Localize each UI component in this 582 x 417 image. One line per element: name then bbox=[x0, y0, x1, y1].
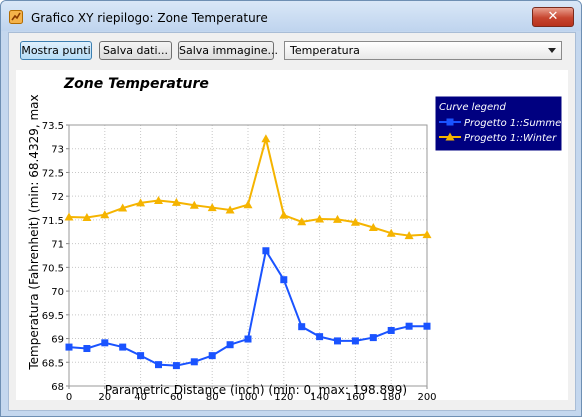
x-tick-label: 20 bbox=[98, 392, 111, 400]
data-point-winter bbox=[297, 217, 307, 226]
data-point-winter bbox=[350, 217, 360, 226]
data-point-summer bbox=[155, 361, 162, 369]
chart-axes: 0 20 40 60 80 100 120 140 160 180 200 68 68.5 69 69.5 7… bbox=[42, 121, 437, 403]
chart-panel: Zone Temperature 0 20 40 60 80 100 120 140 160 18… bbox=[16, 70, 568, 403]
x-tick-label: 60 bbox=[170, 392, 183, 400]
data-point-summer bbox=[172, 362, 180, 370]
data-point-winter bbox=[82, 213, 92, 222]
data-point-winter bbox=[422, 230, 432, 239]
data-point-winter bbox=[136, 198, 146, 207]
y-tick-label: 70 bbox=[51, 287, 64, 298]
close-icon: ✕ bbox=[547, 9, 559, 24]
chart-series bbox=[64, 134, 432, 370]
legend-entry-label: Progetto 1::Summer bbox=[464, 118, 566, 129]
zone-temperature-chart: Zone Temperature 0 20 40 60 80 100 120 140 160 18… bbox=[27, 76, 566, 403]
save-image-button[interactable]: Salva immagine... bbox=[178, 41, 278, 60]
x-tick-label: 180 bbox=[382, 392, 401, 400]
data-point-winter bbox=[243, 200, 253, 209]
y-tick-label: 73.5 bbox=[42, 121, 64, 132]
y-axis-label: Temperatura (Fahrenheit) (min: 68.4329, … bbox=[27, 94, 41, 370]
chevron-down-icon bbox=[548, 48, 556, 53]
x-tick-label: 160 bbox=[346, 392, 365, 400]
legend-marker bbox=[445, 132, 455, 141]
x-axis-label: Parametric Distance (inch) (min: 0, max:… bbox=[105, 383, 407, 397]
legend-marker bbox=[446, 118, 454, 126]
data-point-summer bbox=[119, 343, 127, 351]
y-tick-label: 70.5 bbox=[42, 263, 64, 274]
plot-area-border bbox=[68, 124, 428, 387]
x-tick-label: 120 bbox=[274, 392, 293, 400]
data-point-summer bbox=[65, 343, 73, 351]
data-point-winter bbox=[404, 231, 414, 240]
data-point-winter bbox=[207, 203, 217, 212]
data-point-winter bbox=[368, 223, 378, 232]
data-point-winter bbox=[154, 195, 163, 204]
x-tick-label: 100 bbox=[238, 392, 257, 400]
legend-title: Curve legend bbox=[439, 102, 506, 113]
save-data-button[interactable]: Salva dati... bbox=[99, 41, 172, 60]
data-point-summer bbox=[405, 322, 413, 330]
data-point-summer bbox=[101, 339, 109, 347]
data-point-winter bbox=[386, 228, 396, 237]
x-tick-label: 80 bbox=[206, 392, 219, 400]
window-client-area: Mostra punti Salva dati... Salva immagin… bbox=[8, 32, 576, 411]
data-point-summer bbox=[83, 345, 91, 353]
data-point-summer bbox=[226, 341, 234, 349]
y-tick-label: 73 bbox=[51, 145, 64, 156]
data-point-winter bbox=[64, 212, 74, 221]
data-point-winter bbox=[225, 205, 235, 214]
x-tick-label: 200 bbox=[417, 392, 436, 400]
y-tick-label: 68 bbox=[51, 382, 64, 393]
x-tick-label: 40 bbox=[134, 392, 147, 400]
data-point-winter bbox=[171, 197, 181, 206]
legend-entry-label: Progetto 1::Winter bbox=[464, 133, 557, 144]
data-point-winter bbox=[189, 200, 199, 209]
data-point-summer bbox=[423, 322, 431, 330]
app-chart-icon bbox=[9, 10, 23, 24]
data-point-summer bbox=[280, 276, 288, 284]
chart-title: Zone Temperature bbox=[63, 76, 209, 92]
variable-select-value: Temperatura bbox=[290, 44, 360, 57]
data-point-winter bbox=[333, 214, 342, 223]
y-tick-label: 71 bbox=[51, 240, 64, 251]
data-point-summer bbox=[190, 358, 198, 366]
data-point-summer bbox=[244, 335, 252, 343]
data-point-summer bbox=[208, 352, 216, 360]
data-point-winter bbox=[279, 210, 289, 219]
data-point-summer bbox=[137, 352, 145, 360]
y-tick-label: 72.5 bbox=[42, 168, 64, 179]
data-point-summer bbox=[334, 337, 341, 345]
data-point-summer bbox=[316, 333, 324, 341]
x-tick-label: 140 bbox=[310, 392, 329, 400]
window-title: Grafico XY riepilogo: Zone Temperature bbox=[31, 11, 268, 25]
y-tick-label: 72 bbox=[51, 192, 64, 203]
data-point-summer bbox=[387, 326, 395, 334]
legend-box bbox=[434, 95, 563, 152]
data-point-summer bbox=[351, 337, 359, 345]
y-tick-label: 69.5 bbox=[42, 311, 64, 322]
y-tick-label: 68.5 bbox=[42, 358, 64, 369]
data-point-winter bbox=[315, 214, 325, 223]
data-point-winter bbox=[261, 134, 271, 143]
title-bar[interactable]: Grafico XY riepilogo: Zone Temperature ✕ bbox=[1, 1, 581, 31]
chart-legend: Curve legend Progetto 1::SummerProgetto … bbox=[434, 95, 566, 152]
y-tick-label: 69 bbox=[51, 335, 64, 346]
close-button[interactable]: ✕ bbox=[532, 7, 574, 27]
data-point-winter bbox=[118, 203, 128, 212]
data-point-summer bbox=[369, 334, 377, 342]
variable-select[interactable]: Temperatura bbox=[284, 41, 562, 60]
data-point-winter bbox=[100, 210, 110, 219]
data-point-summer bbox=[298, 323, 306, 331]
y-tick-label: 71.5 bbox=[42, 216, 64, 227]
data-point-summer bbox=[262, 247, 270, 255]
show-points-button[interactable]: Mostra punti bbox=[20, 41, 92, 60]
x-tick-label: 0 bbox=[66, 392, 72, 400]
